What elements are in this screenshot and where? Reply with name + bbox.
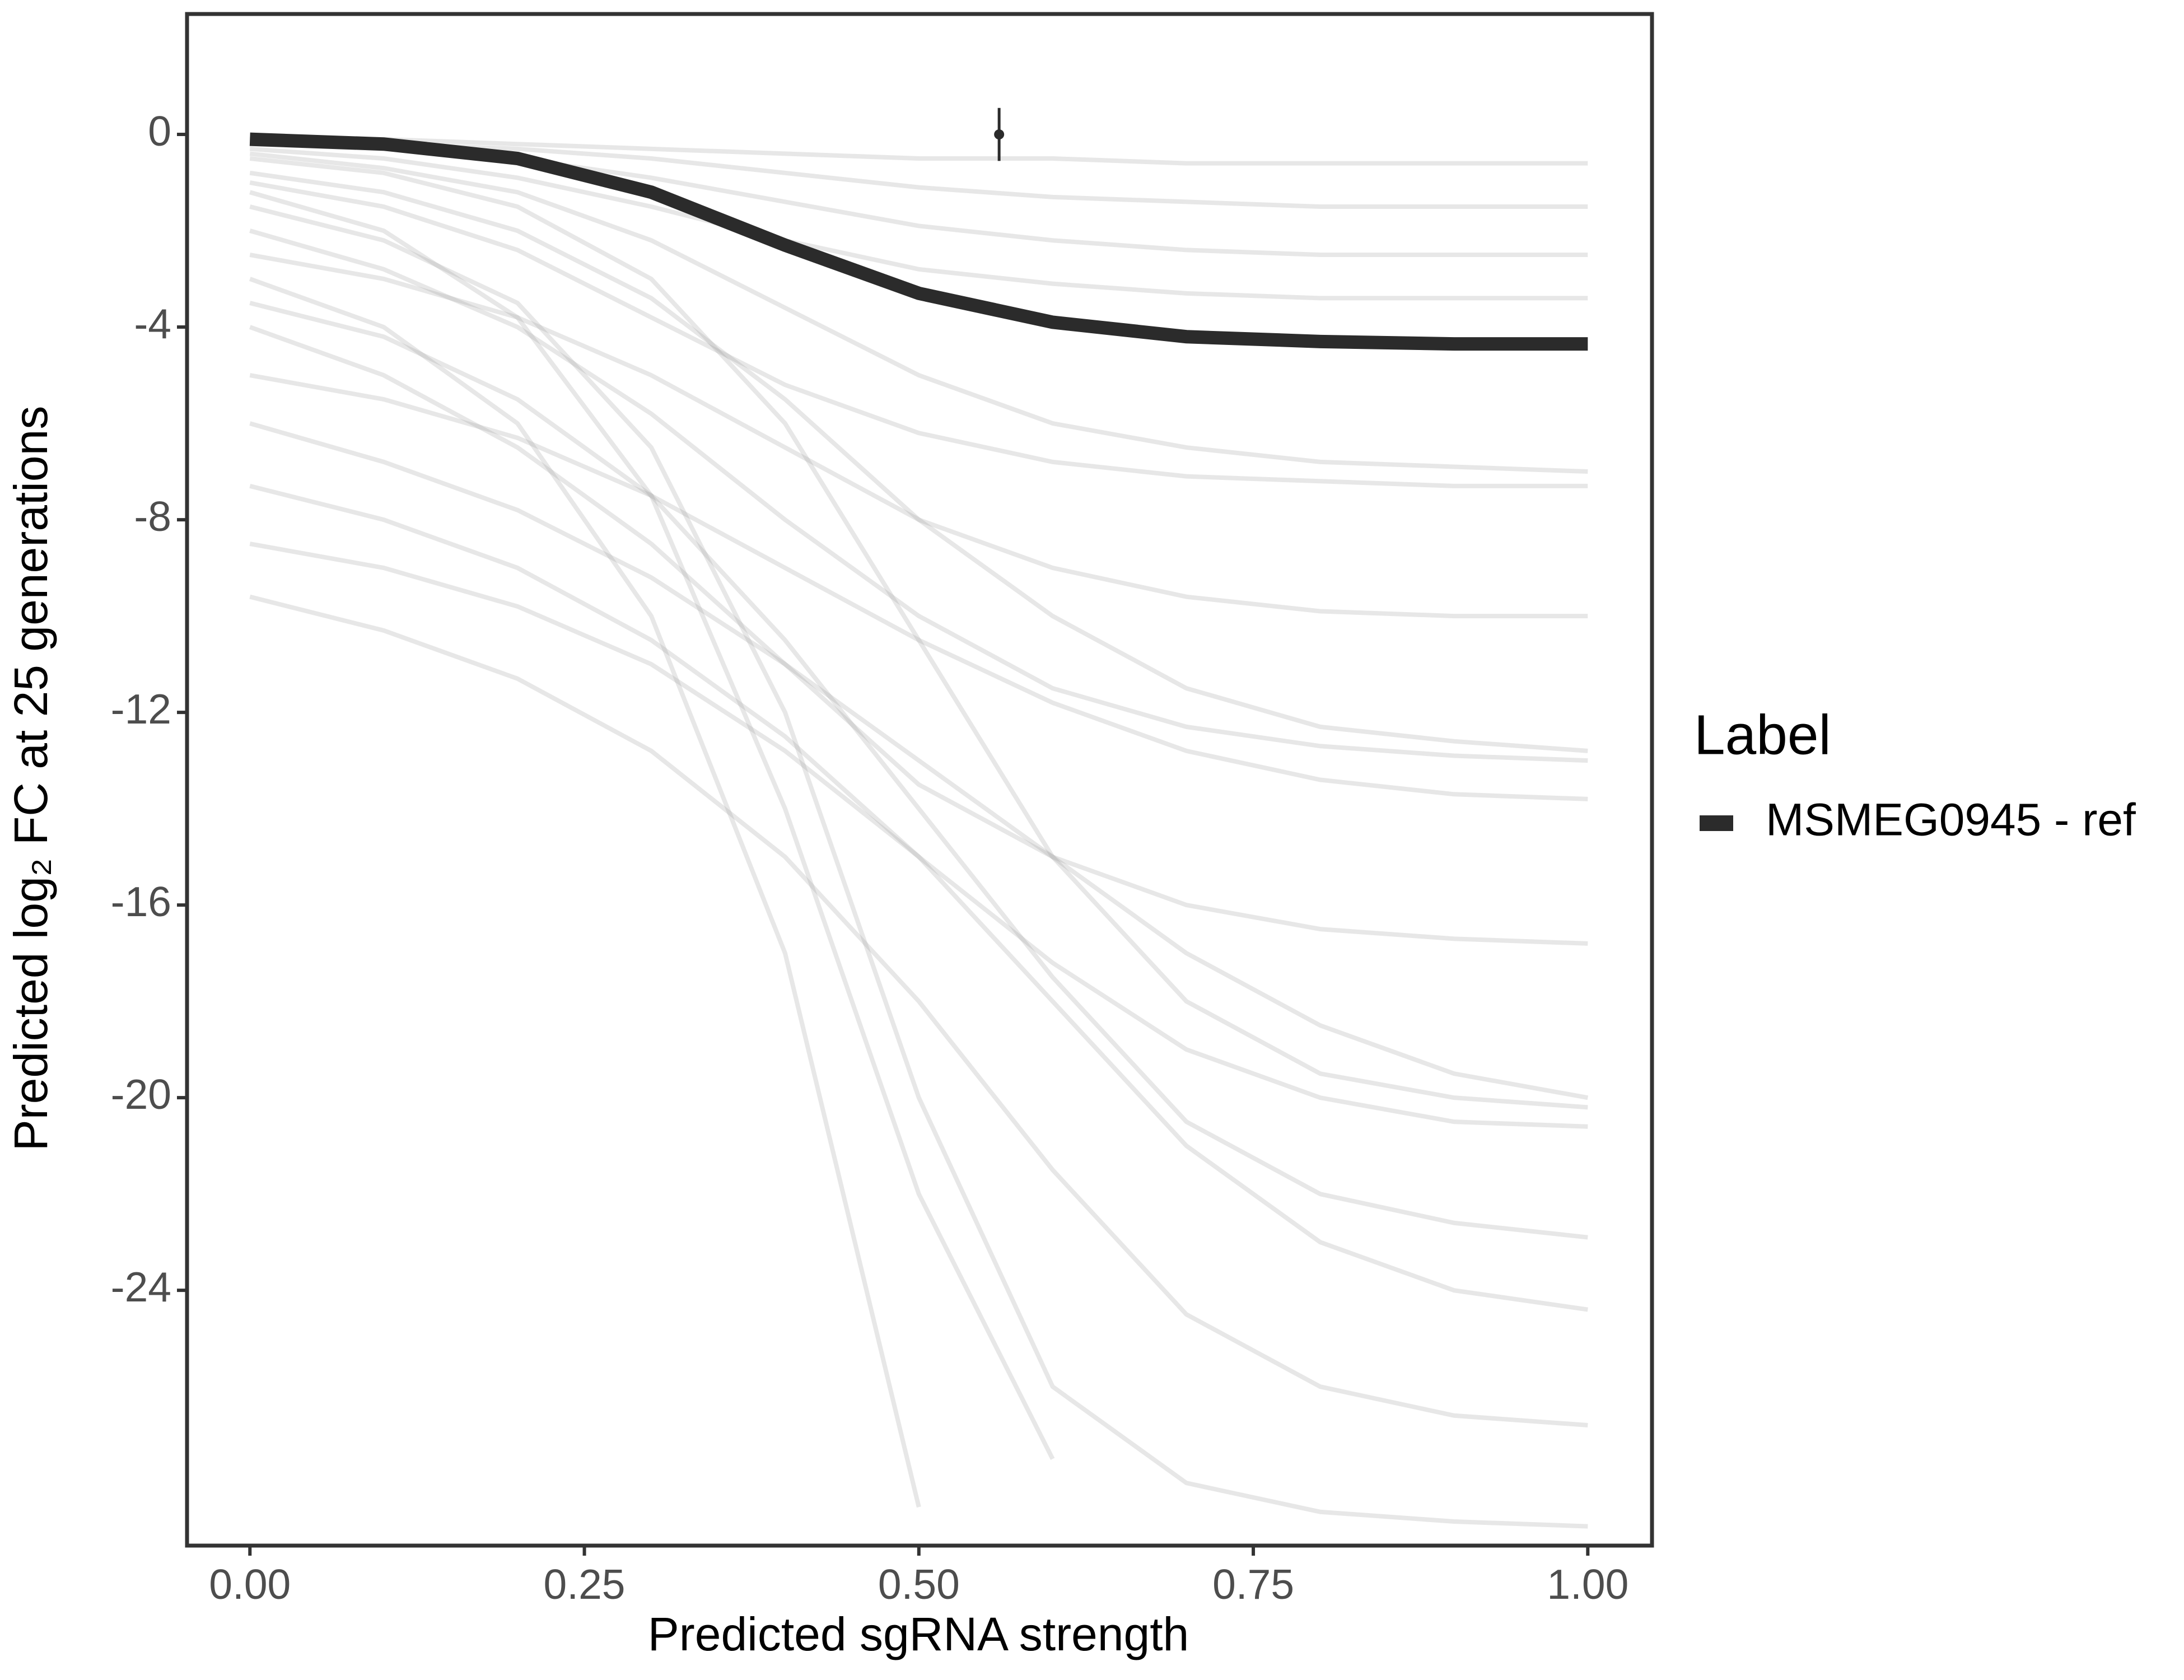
background-curve [249,301,1588,1240]
legend-label: MSMEG0945 - ref [1766,795,2136,846]
background-curve [249,253,1588,619]
point [994,129,1005,140]
series-line [249,132,1588,351]
x-tick-label: 0.50 [878,1561,960,1608]
y-tick-label: -20 [111,1071,171,1118]
background-curve [249,325,1588,946]
background-curve [249,170,1588,753]
y-tick-label: -4 [134,300,171,347]
x-tick-label: 0.00 [209,1561,291,1608]
legend-title: Label [1694,703,1831,766]
background-curve [249,483,1588,1312]
background-curve [250,137,1588,166]
x-tick-label: 0.25 [544,1561,626,1608]
background-curve [249,146,1588,301]
background-curve [249,151,1588,474]
y-tick-label: -16 [111,878,171,925]
background-curve [249,190,1055,1460]
background-curve [249,542,1588,1129]
y-tick-label: -24 [111,1263,171,1310]
background-curve [249,421,1589,1100]
x-tick-label: 0.75 [1212,1561,1294,1608]
y-tick-label: -12 [111,685,171,732]
background-curve [249,373,1588,801]
legend-key [1700,815,1733,831]
x-axis-title: Predicted sgRNA strength [648,1608,1189,1660]
background-curve [249,156,1588,1110]
y-tick-label: -8 [134,493,171,540]
background-curve [249,204,1588,1529]
y-axis-title: Predicted log₂ FC at 25 generations [4,406,57,1151]
background-curve [249,277,921,1508]
x-tick-label: 1.00 [1547,1561,1628,1608]
background-curve [249,228,1588,763]
background-curve [249,594,1588,1427]
plot-area [249,108,1589,1529]
y-tick-label: 0 [148,108,171,155]
background-curve [249,180,1588,488]
